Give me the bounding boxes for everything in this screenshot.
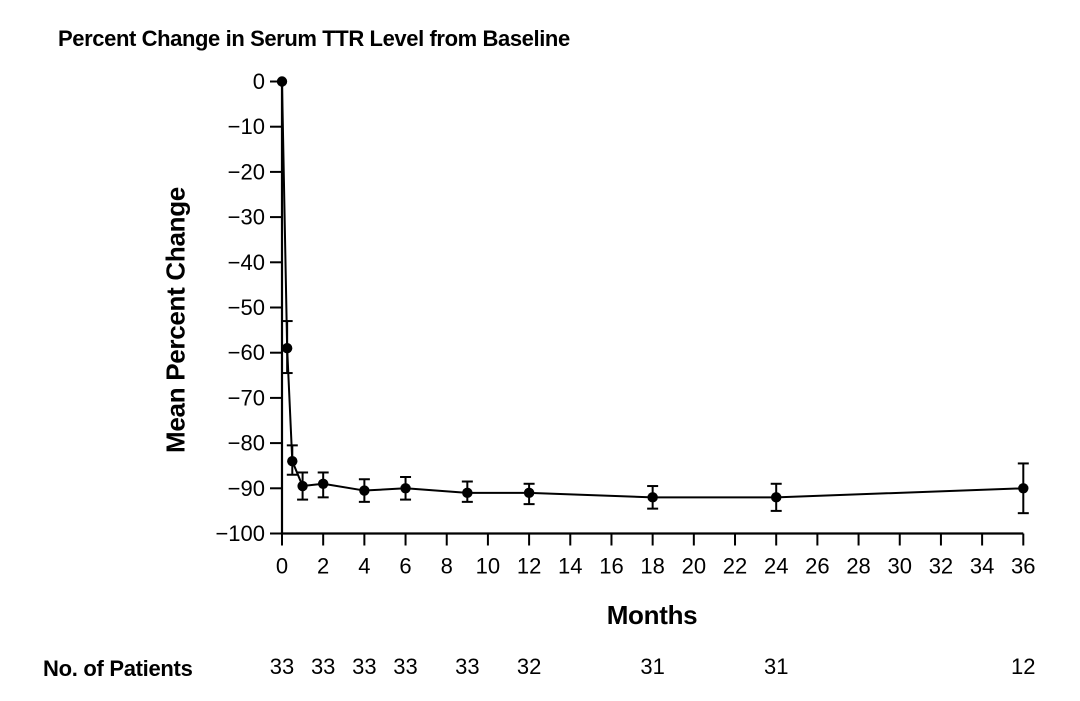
x-axis-title: Months [606,600,698,630]
y-tick-label: −40 [228,250,265,275]
patient-count: 33 [393,654,417,679]
x-tick-label: 18 [640,554,664,579]
y-tick-label: −30 [228,205,265,230]
y-tick-label: −90 [228,476,265,501]
y-tick-label: −50 [228,295,265,320]
patient-count: 31 [640,654,664,679]
x-tick-label: 24 [764,554,788,579]
data-point [359,485,370,496]
x-tick-label: 2 [317,554,329,579]
y-tick-label: 0 [253,69,265,94]
data-point [281,342,293,354]
x-tick-label: 20 [682,554,706,579]
x-tick-label: 30 [888,554,912,579]
data-point [400,483,411,494]
y-tick-label: −80 [228,431,265,456]
x-tick-label: 32 [929,554,953,579]
x-tick-label: 14 [558,554,582,579]
x-tick-label: 22 [723,554,747,579]
x-tick-label: 16 [599,554,623,579]
patient-count: 33 [352,654,376,679]
patient-count: 33 [311,654,335,679]
x-tick-label: 10 [476,554,500,579]
x-tick-label: 4 [358,554,370,579]
y-tick-label: −10 [228,114,265,139]
patient-count: 32 [517,654,541,679]
x-tick-label: 0 [276,554,288,579]
x-tick-label: 26 [805,554,829,579]
data-point [523,487,535,499]
data-point [1018,483,1029,494]
y-tick-label: −60 [228,340,265,365]
data-point [287,455,298,467]
x-tick-label: 6 [399,554,411,579]
patient-count: 31 [764,654,788,679]
patient-count: 12 [1011,654,1035,679]
data-point [297,480,308,492]
chart-title: Percent Change in Serum TTR Level from B… [58,26,570,51]
x-tick-label: 34 [970,554,994,579]
data-point [462,487,473,499]
data-point [771,492,782,503]
patient-count: 33 [455,654,479,679]
x-tick-label: 28 [846,554,870,579]
patient-count: 33 [270,654,294,679]
data-point [276,76,288,87]
data-point [647,492,658,503]
x-tick-label: 12 [517,554,541,579]
data-line [281,80,1025,499]
y-tick-label: −100 [215,521,265,546]
y-tick-label: −70 [228,385,265,410]
x-tick-label: 36 [1011,554,1035,579]
patients-row-label: No. of Patients [43,656,193,681]
data-point [317,478,329,489]
x-tick-label: 8 [441,554,453,579]
y-tick-label: −20 [228,159,265,184]
